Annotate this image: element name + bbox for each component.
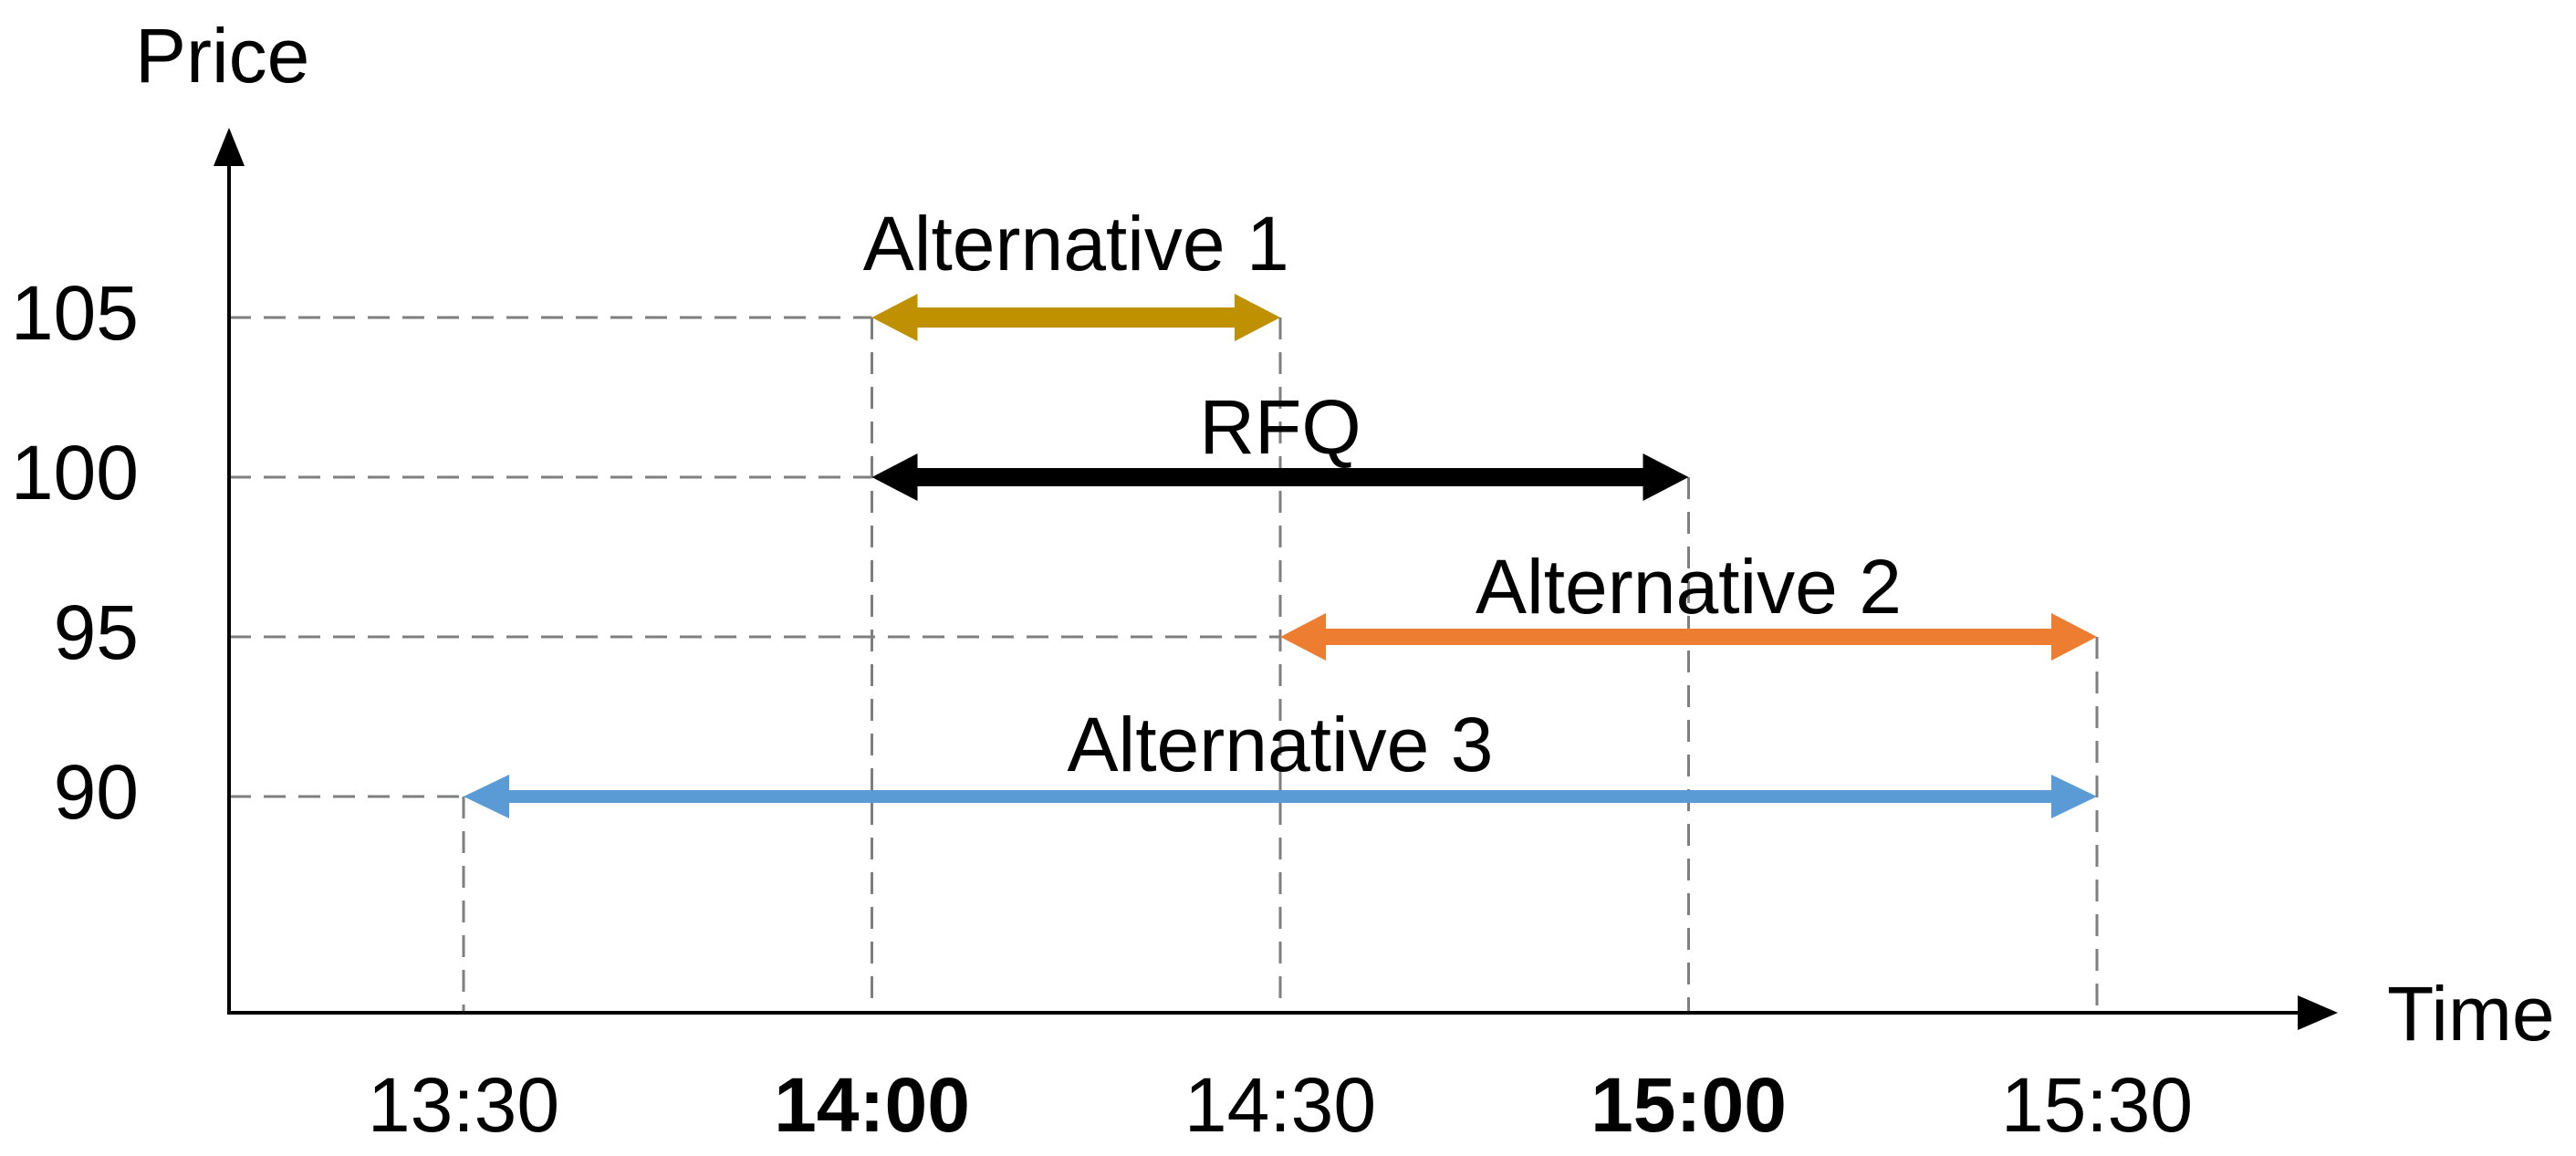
interval-arrow-alternative-2 — [1280, 613, 2097, 661]
x-tick-label-1400: 14:00 — [774, 1062, 970, 1148]
y-tick-label-100: 100 — [11, 430, 139, 516]
interval-arrow-alternative-3 — [464, 775, 2097, 818]
x-tick-label-1430: 14:30 — [1184, 1062, 1376, 1148]
y-tick-label-95: 95 — [54, 589, 139, 675]
interval-arrow-alternative-1 — [871, 294, 1280, 341]
y-tick-label-90: 90 — [54, 749, 139, 835]
y-axis-title: Price — [135, 13, 309, 99]
interval-label-rfq: RFQ — [1199, 384, 1361, 470]
x-tick-label-1530: 15:30 — [2001, 1062, 2193, 1148]
interval-label-alternative-3: Alternative 3 — [1068, 702, 1494, 787]
x-axis-arrowhead-icon — [2298, 995, 2338, 1030]
interval-arrow-rfq — [871, 453, 1689, 501]
interval-label-alternative-2: Alternative 2 — [1476, 544, 1902, 630]
x-tick-label-1500: 15:00 — [1590, 1062, 1787, 1148]
x-tick-label-1330: 13:30 — [368, 1062, 559, 1148]
y-tick-label-105: 105 — [11, 270, 139, 356]
interval-label-alternative-1: Alternative 1 — [863, 201, 1289, 286]
x-axis-title: Time — [2387, 971, 2555, 1057]
y-axis-arrowhead-icon — [214, 128, 245, 166]
